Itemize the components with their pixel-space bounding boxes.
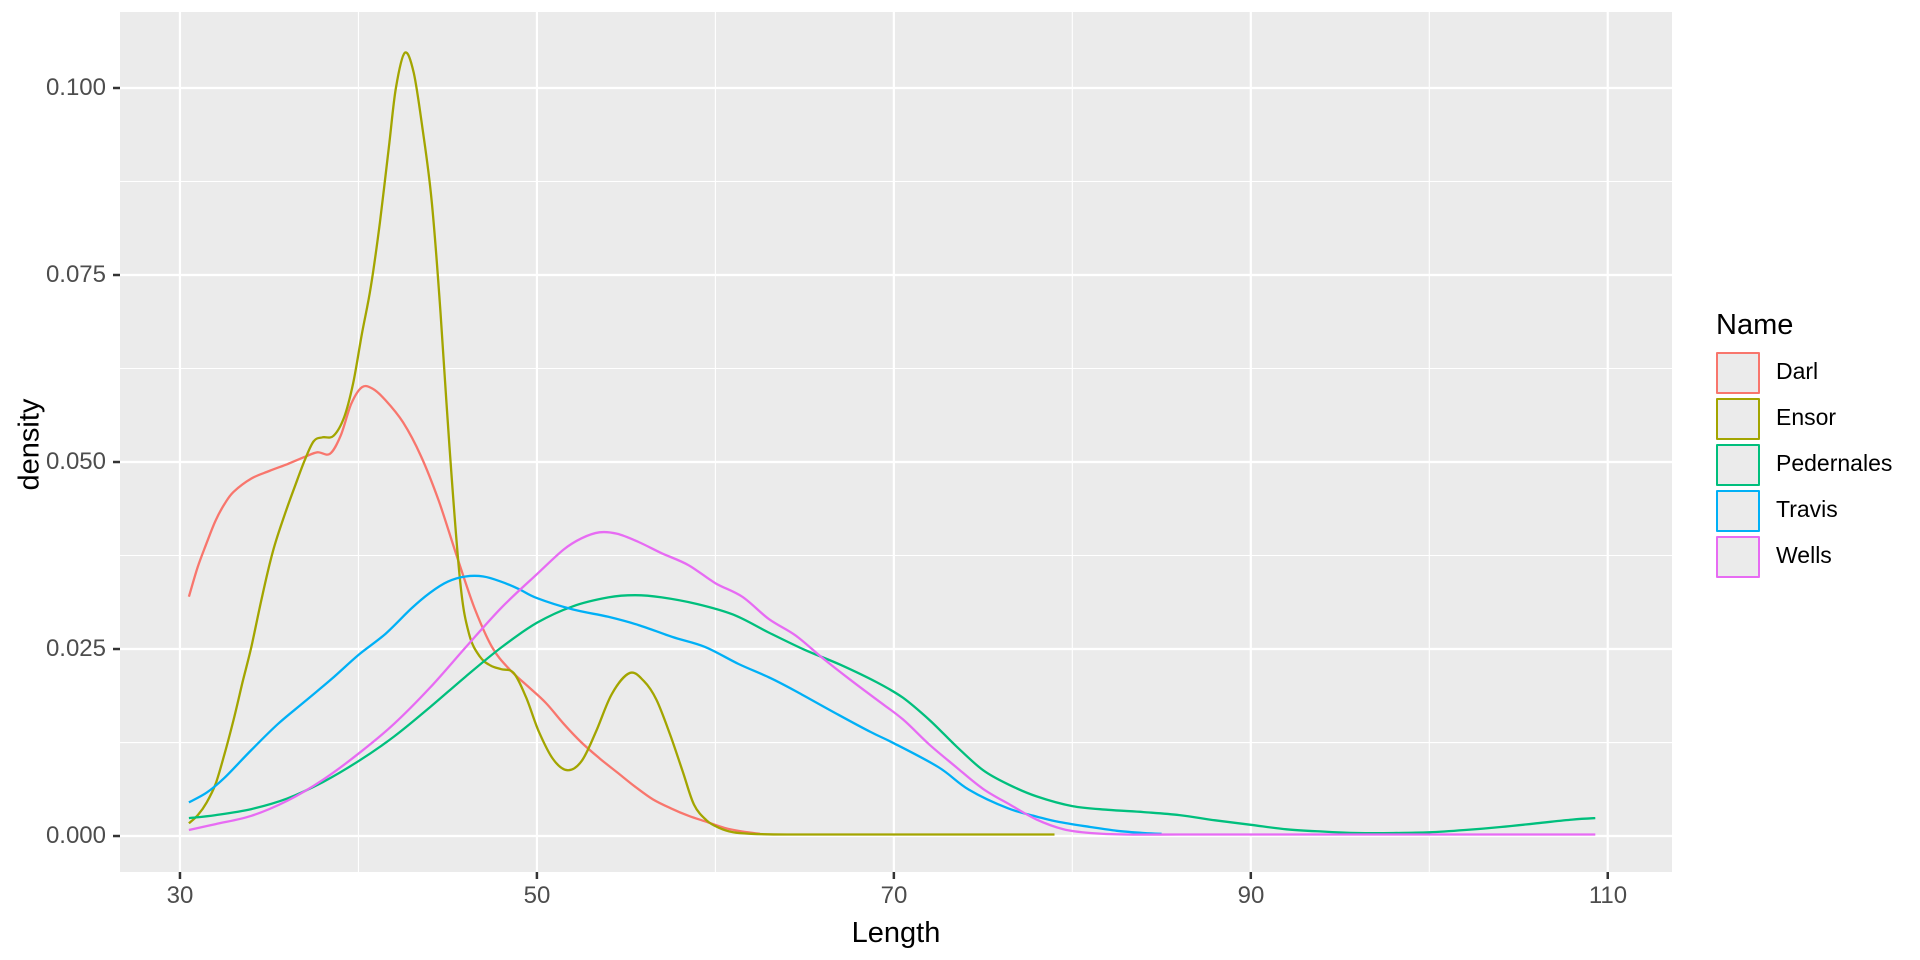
- y-tick-label: 0.075: [45, 261, 106, 288]
- legend-item-label: Pedernales: [1776, 450, 1893, 476]
- legend-item-label: Ensor: [1776, 404, 1837, 430]
- density-curve-travis: [188, 574, 1162, 835]
- y-tick-label: 0.050: [45, 448, 106, 475]
- legend-key-swatch: [1716, 444, 1760, 486]
- legend-item-label: Wells: [1776, 542, 1832, 568]
- legend-title: Name: [1716, 309, 1794, 341]
- legend-key-swatch: [1716, 352, 1760, 394]
- y-tick-label: 0.000: [45, 822, 106, 849]
- legend-item-label: Darl: [1776, 358, 1819, 384]
- legend-key-swatch: [1716, 490, 1760, 532]
- y-axis-title: density: [13, 398, 46, 491]
- x-tick-label: 110: [1588, 882, 1628, 909]
- y-tick-label: 0.100: [45, 74, 106, 101]
- legend-key-swatch: [1716, 398, 1760, 440]
- legend-key-swatch: [1716, 536, 1760, 578]
- density-curve-wells: [188, 530, 1596, 836]
- x-tick-label: 70: [880, 882, 908, 909]
- density-curve-darl: [187, 384, 761, 835]
- density-curves-canvas: [113, 12, 1672, 879]
- plot-panel: [113, 12, 1672, 879]
- density-curve-ensor: [188, 51, 1055, 836]
- density-curve-pedernales: [188, 594, 1596, 835]
- x-tick-label: 30: [166, 882, 194, 909]
- legend-item-label: Travis: [1776, 496, 1838, 522]
- x-tick-label: 90: [1237, 882, 1265, 909]
- y-tick-label: 0.025: [45, 635, 106, 662]
- x-axis-title: Length: [851, 917, 941, 949]
- x-tick-label: 50: [523, 882, 551, 909]
